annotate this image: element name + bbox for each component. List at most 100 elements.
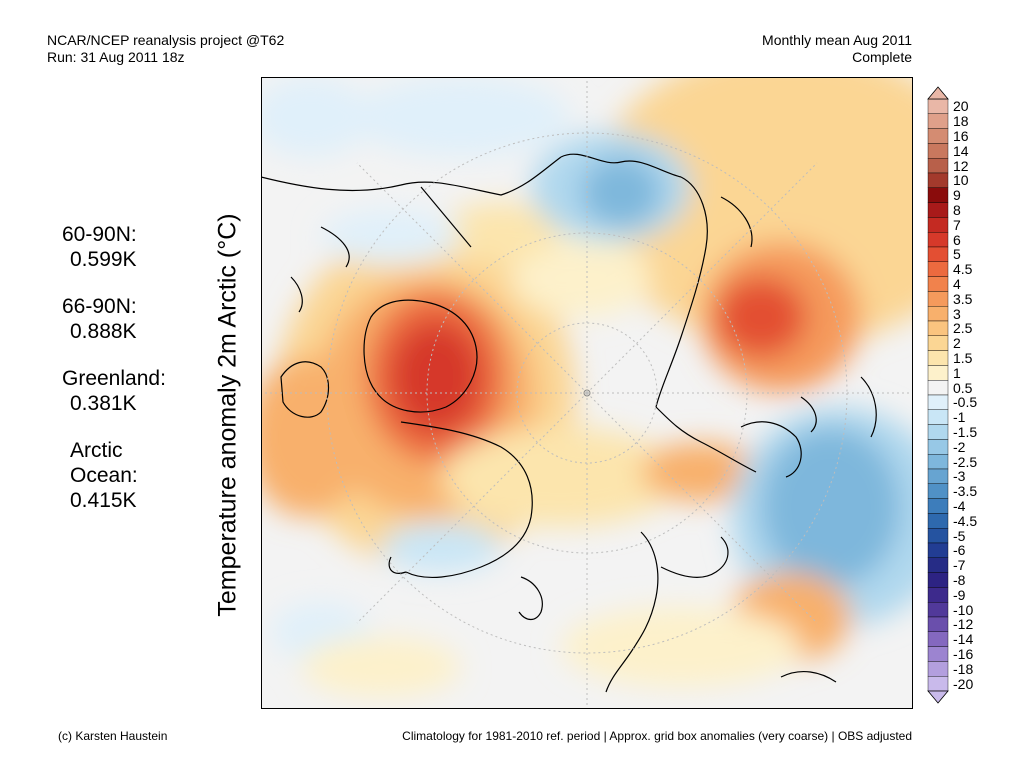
stat-value: 0.415K	[70, 489, 137, 512]
colorbar-tick-label: -20	[953, 675, 974, 692]
colorbar-swatch	[927, 231, 949, 248]
colorbar-swatch	[927, 320, 949, 337]
regional-stats: 60-90N: 0.599K 66-90N: 0.888K Greenland:…	[62, 222, 166, 535]
colorbar-swatch	[927, 187, 949, 203]
colorbar-swatch	[927, 394, 949, 411]
colorbar-tick-label: -10	[953, 601, 974, 618]
colorbar-swatch	[927, 439, 949, 455]
colorbar-tick-label: -12	[953, 616, 974, 633]
colorbar-tick-label: -8	[953, 572, 966, 588]
colorbar-tick-label: 2	[953, 335, 961, 352]
colorbar-swatch	[927, 454, 949, 470]
colorbar-swatch	[927, 646, 949, 662]
colorbar-tick-label: -4.5	[953, 512, 978, 529]
colorbar-swatch	[927, 542, 949, 559]
colorbar-tick-label: 8	[953, 202, 961, 218]
colorbar-swatch	[927, 513, 949, 529]
colorbar-tick-label: -2.5	[953, 453, 978, 470]
stat-label: 66-90N:	[62, 295, 137, 318]
colorbar-tick-label: 16	[953, 128, 969, 144]
colorbar-tick-label: 14	[953, 142, 969, 159]
colorbar-tick-label: 4	[953, 276, 961, 292]
colorbar-swatch	[927, 587, 949, 603]
stat-value: 0.888K	[70, 320, 137, 343]
credit: (c) Karsten Haustein	[58, 729, 168, 743]
colorbar-swatch	[927, 157, 949, 174]
colorbar-tick-label: 20	[953, 98, 969, 115]
colorbar-tick-label: 6	[953, 231, 961, 248]
colorbar-swatch	[927, 335, 949, 351]
map-frame	[261, 77, 913, 709]
colorbar-tick-label: -2	[953, 438, 966, 455]
colorbar	[927, 86, 949, 704]
colorbar-tick-label: -5	[953, 527, 966, 544]
colorbar-tick-label: -18	[953, 660, 974, 677]
period-title: Monthly mean Aug 2011	[762, 32, 912, 48]
colorbar-tick-label: -1.5	[953, 424, 978, 440]
colorbar-tick-label: -16	[953, 646, 974, 662]
colorbar-tick-label: -14	[953, 631, 974, 648]
anomaly-field	[261, 77, 913, 697]
colorbar-tick-label: -7	[953, 557, 966, 574]
colorbar-swatch	[927, 202, 949, 218]
colorbar-swatch	[927, 291, 949, 307]
colorbar-tick-label: 9	[953, 187, 961, 204]
colorbar-tick-label: 2.5	[953, 320, 973, 337]
colorbar-tick-label: -0.5	[953, 394, 978, 411]
colorbar-swatch	[927, 276, 949, 292]
colorbar-swatch	[927, 602, 949, 618]
colorbar-tick-label: 5	[953, 246, 961, 263]
colorbar-swatch	[927, 113, 949, 129]
colorbar-tick-label: 0.5	[953, 379, 973, 396]
colorbar-max-arrow	[927, 86, 949, 100]
stat-66-90n: 66-90N: 0.888K	[62, 294, 166, 344]
stat-arctic-ocean: Arctic Ocean: 0.415K	[62, 438, 166, 513]
colorbar-swatch	[927, 409, 949, 425]
colorbar-swatch	[927, 143, 949, 159]
colorbar-tick-label: 4.5	[953, 261, 973, 278]
stat-60-90n: 60-90N: 0.599K	[62, 222, 166, 272]
colorbar-swatch	[927, 350, 949, 366]
colorbar-tick-label: -3	[953, 468, 966, 485]
graticule	[261, 77, 913, 709]
map-title: Temperature anomaly 2m Arctic (°C)	[213, 213, 242, 617]
completion-status: Complete	[852, 49, 912, 65]
colorbar-tick-label: 10	[953, 172, 969, 189]
colorbar-swatch	[927, 483, 949, 499]
anomaly-map	[261, 77, 913, 709]
colorbar-tick-label: 3	[953, 305, 961, 322]
colorbar-swatch	[927, 98, 949, 115]
colorbar-tick-label: 18	[953, 113, 969, 130]
colorbar-swatch	[927, 305, 949, 322]
colorbar-swatch	[927, 661, 949, 677]
colorbar-tick-label: -4	[953, 498, 966, 514]
stat-label: Ocean:	[70, 464, 138, 487]
run-time: Run: 31 Aug 2011 18z	[47, 49, 185, 65]
colorbar-tick-label: 3.5	[953, 290, 973, 307]
north-pole-marker	[583, 389, 591, 397]
colorbar-swatch	[927, 616, 949, 633]
colorbar-min-arrow	[927, 690, 949, 704]
colorbar-swatch	[927, 498, 949, 514]
colorbar-tick-label: 12	[953, 157, 969, 174]
colorbar-swatch	[927, 631, 949, 647]
colorbar-swatch	[927, 380, 949, 396]
stat-value: 0.381K	[70, 392, 137, 415]
colorbar-swatch	[927, 468, 949, 485]
coastlines	[261, 153, 877, 693]
colorbar-tick-label: 1.5	[953, 350, 973, 366]
stat-label: Arctic	[70, 439, 123, 462]
stat-label: Greenland:	[62, 367, 166, 390]
stat-greenland: Greenland: 0.381K	[62, 366, 166, 416]
model-title: NCAR/NCEP reanalysis project @T62	[47, 32, 285, 48]
colorbar-swatch	[927, 424, 949, 440]
colorbar-swatch	[927, 217, 949, 233]
colorbar-swatch	[927, 246, 949, 263]
colorbar-swatch	[927, 172, 949, 189]
colorbar-tick-label: -1	[953, 409, 966, 426]
colorbar-tick-label: -3.5	[953, 483, 978, 500]
colorbar-swatch	[927, 128, 949, 144]
colorbar-tick-label: 1	[953, 364, 961, 381]
colorbar-swatch	[927, 572, 949, 588]
colorbar-swatch	[927, 557, 949, 573]
